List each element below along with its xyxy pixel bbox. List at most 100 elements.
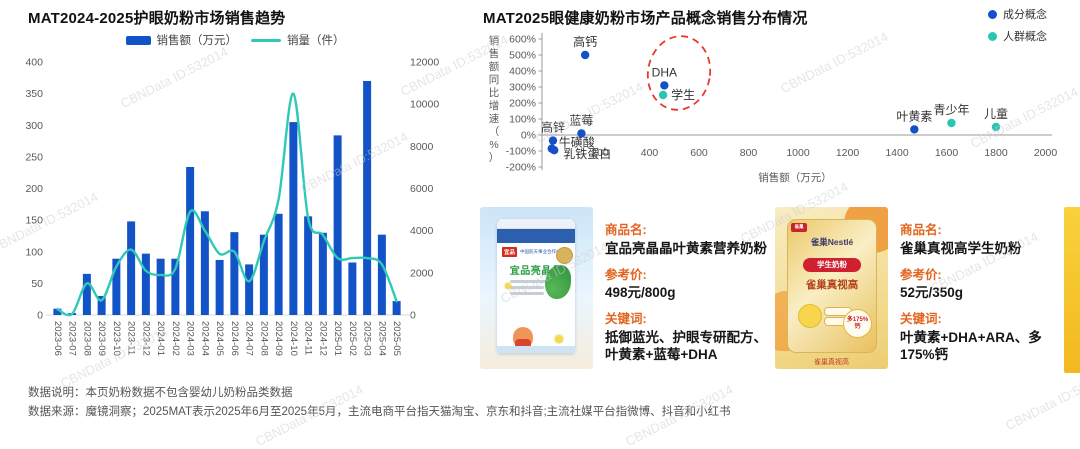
- svg-text:销售额（万元）: 销售额（万元）: [758, 171, 832, 184]
- plant-illustration: [545, 265, 571, 299]
- pouch-ribbon-text: 学生奶粉: [803, 258, 861, 272]
- product-cards: 宜品 中国航天事业合作伙伴 宜品亮晶晶 商品名: 宜品亮晶晶叶黄素营养奶粉: [480, 203, 1064, 375]
- svg-text:蓝莓: 蓝莓: [569, 113, 593, 127]
- field-label-price: 参考价:: [900, 267, 942, 282]
- svg-text:800: 800: [740, 147, 758, 159]
- legend-label: 销量（件）: [287, 35, 345, 47]
- svg-text:1200: 1200: [836, 147, 860, 159]
- fineprint-bar: [510, 292, 544, 295]
- field-label-price: 参考价:: [605, 267, 647, 282]
- svg-text:400: 400: [25, 57, 43, 69]
- product-image-yipin: 宜品 中国航天事业合作伙伴 宜品亮晶晶: [480, 207, 593, 369]
- field-label-keywords: 关键词:: [605, 312, 647, 326]
- svg-text:2023-12: 2023-12: [140, 321, 151, 356]
- svg-text:额: 额: [489, 60, 500, 73]
- svg-text:0: 0: [410, 310, 416, 322]
- nestle-seal: 雀巢: [791, 223, 807, 232]
- yellow-edge-strip: [1064, 207, 1080, 373]
- field-label-name: 商品名:: [605, 223, 647, 237]
- svg-text:2024-03: 2024-03: [185, 321, 196, 356]
- svg-text:150: 150: [25, 215, 43, 227]
- fineprint-bar: [510, 280, 562, 283]
- svg-text:同: 同: [489, 74, 500, 86]
- field-value-price: 52元/350g: [900, 285, 964, 301]
- field-value-keywords: 抵御蓝光、护眼专研配方、叶黄素+蓝莓+DHA: [605, 329, 767, 362]
- svg-text:2025-03: 2025-03: [362, 321, 373, 356]
- svg-text:儿童: 儿童: [984, 106, 1008, 121]
- line-legend-swatch: [251, 38, 281, 42]
- svg-text:2025-04: 2025-04: [376, 321, 387, 356]
- svg-text:0%: 0%: [521, 130, 536, 142]
- svg-text:1000: 1000: [786, 147, 810, 159]
- field-value-name: 宜品亮晶晶叶黄素营养奶粉: [605, 240, 767, 256]
- svg-text:2024-04: 2024-04: [199, 321, 210, 356]
- svg-text:增: 增: [489, 99, 500, 112]
- svg-text:2024-12: 2024-12: [317, 321, 328, 356]
- svg-text:售: 售: [489, 47, 500, 60]
- milk-splash-icon: [798, 304, 822, 328]
- can-product-name: 宜品亮晶晶: [509, 266, 563, 277]
- yipin-logo: 宜品: [502, 247, 518, 257]
- svg-text:6000: 6000: [410, 183, 434, 195]
- svg-text:2023-09: 2023-09: [96, 321, 107, 356]
- svg-text:高钙: 高钙: [573, 34, 597, 49]
- footer-notes: 数据说明：本页奶粉数据不包含婴幼儿奶粉品类数据 数据来源：魔镜洞察；2025MA…: [28, 384, 731, 422]
- product-info: 商品名: 雀巢真视高学生奶粉 参考价: 52元/350g 关键词: 叶黄素+DH…: [888, 203, 1068, 375]
- svg-text:叶黄素: 叶黄素: [896, 109, 932, 123]
- svg-text:青少年: 青少年: [933, 103, 969, 117]
- svg-text:2023-11: 2023-11: [126, 321, 137, 355]
- svg-text:销: 销: [489, 34, 500, 47]
- svg-text:速: 速: [489, 113, 500, 125]
- svg-text:1400: 1400: [885, 147, 909, 159]
- scatter-chart: -200% -100% 0% 100% 200% 300% 400% 500% 600% 200 4…: [489, 33, 1058, 184]
- svg-text:2023-10: 2023-10: [111, 321, 122, 356]
- svg-text:0: 0: [37, 310, 43, 322]
- svg-text:250: 250: [25, 151, 43, 163]
- svg-text:2023-06: 2023-06: [52, 321, 63, 356]
- svg-text:DHA: DHA: [652, 65, 677, 79]
- pouch-caption: 雀巢真视高: [814, 359, 849, 366]
- product-info: 商品名: 宜品亮晶晶叶黄素营养奶粉 参考价: 498元/800g 关键词: 抵御…: [593, 203, 773, 375]
- svg-text:学生: 学生: [671, 87, 695, 102]
- field-value-keywords: 叶黄素+DHA+ARA、多175%钙: [900, 329, 1042, 362]
- product-card-yipin: 宜品 中国航天事业合作伙伴 宜品亮晶晶 商品名: 宜品亮晶晶叶黄素营养奶粉: [480, 203, 769, 375]
- field-value-name: 雀巢真视高学生奶粉: [900, 240, 1022, 256]
- sparkle-icon: [555, 335, 563, 343]
- data-note-line: 数据说明：本页奶粉数据不包含婴幼儿奶粉品类数据: [28, 387, 293, 399]
- svg-text:10000: 10000: [410, 99, 439, 111]
- watermark-text: CBNData ID:532014: [1003, 365, 1080, 434]
- can-cap: [497, 219, 575, 229]
- legend-item-sales-volume: 销量（件）: [251, 32, 345, 48]
- svg-text:%: %: [489, 139, 498, 151]
- ingredient-dot-swatch: [988, 9, 997, 19]
- svg-text:300: 300: [25, 120, 43, 132]
- svg-text:2023-08: 2023-08: [81, 321, 92, 356]
- svg-text:200: 200: [25, 183, 43, 195]
- svg-text:400: 400: [641, 147, 659, 159]
- data-source-line: 数据来源：魔镜洞察；2025MAT表示2025年6月至2025年5月，主流电商平…: [28, 406, 731, 418]
- svg-text:-200%: -200%: [506, 162, 536, 174]
- left-chart-legend: 销售额（万元） 销量（件）: [0, 32, 470, 48]
- legend-label: 销售额（万元）: [156, 35, 238, 47]
- svg-text:100%: 100%: [509, 114, 536, 126]
- can-lid-band: [497, 229, 575, 243]
- field-value-price: 498元/800g: [605, 285, 676, 301]
- gold-badge-icon: [556, 247, 573, 264]
- svg-text:-100%: -100%: [506, 146, 536, 158]
- svg-text:2000: 2000: [410, 267, 434, 279]
- child-illustration: [513, 327, 533, 349]
- svg-text:2024-09: 2024-09: [273, 321, 284, 356]
- svg-text:1600: 1600: [935, 147, 959, 159]
- svg-text:（: （: [489, 126, 500, 138]
- svg-text:1800: 1800: [984, 147, 1008, 159]
- svg-text:2024-06: 2024-06: [229, 321, 240, 356]
- svg-text:8000: 8000: [410, 141, 434, 153]
- svg-text:600%: 600%: [509, 34, 536, 46]
- svg-text:300%: 300%: [509, 82, 536, 94]
- svg-text:2024-07: 2024-07: [244, 321, 255, 356]
- svg-text:2000: 2000: [1034, 147, 1058, 159]
- svg-text:500%: 500%: [509, 50, 536, 62]
- svg-text:）: ）: [489, 152, 500, 164]
- svg-text:2024-01: 2024-01: [155, 321, 166, 356]
- product-image-nestle: 雀巢 雀巢Nestlé 学生奶粉 雀巢真视高 多175%钙 雀巢真视高: [775, 207, 888, 369]
